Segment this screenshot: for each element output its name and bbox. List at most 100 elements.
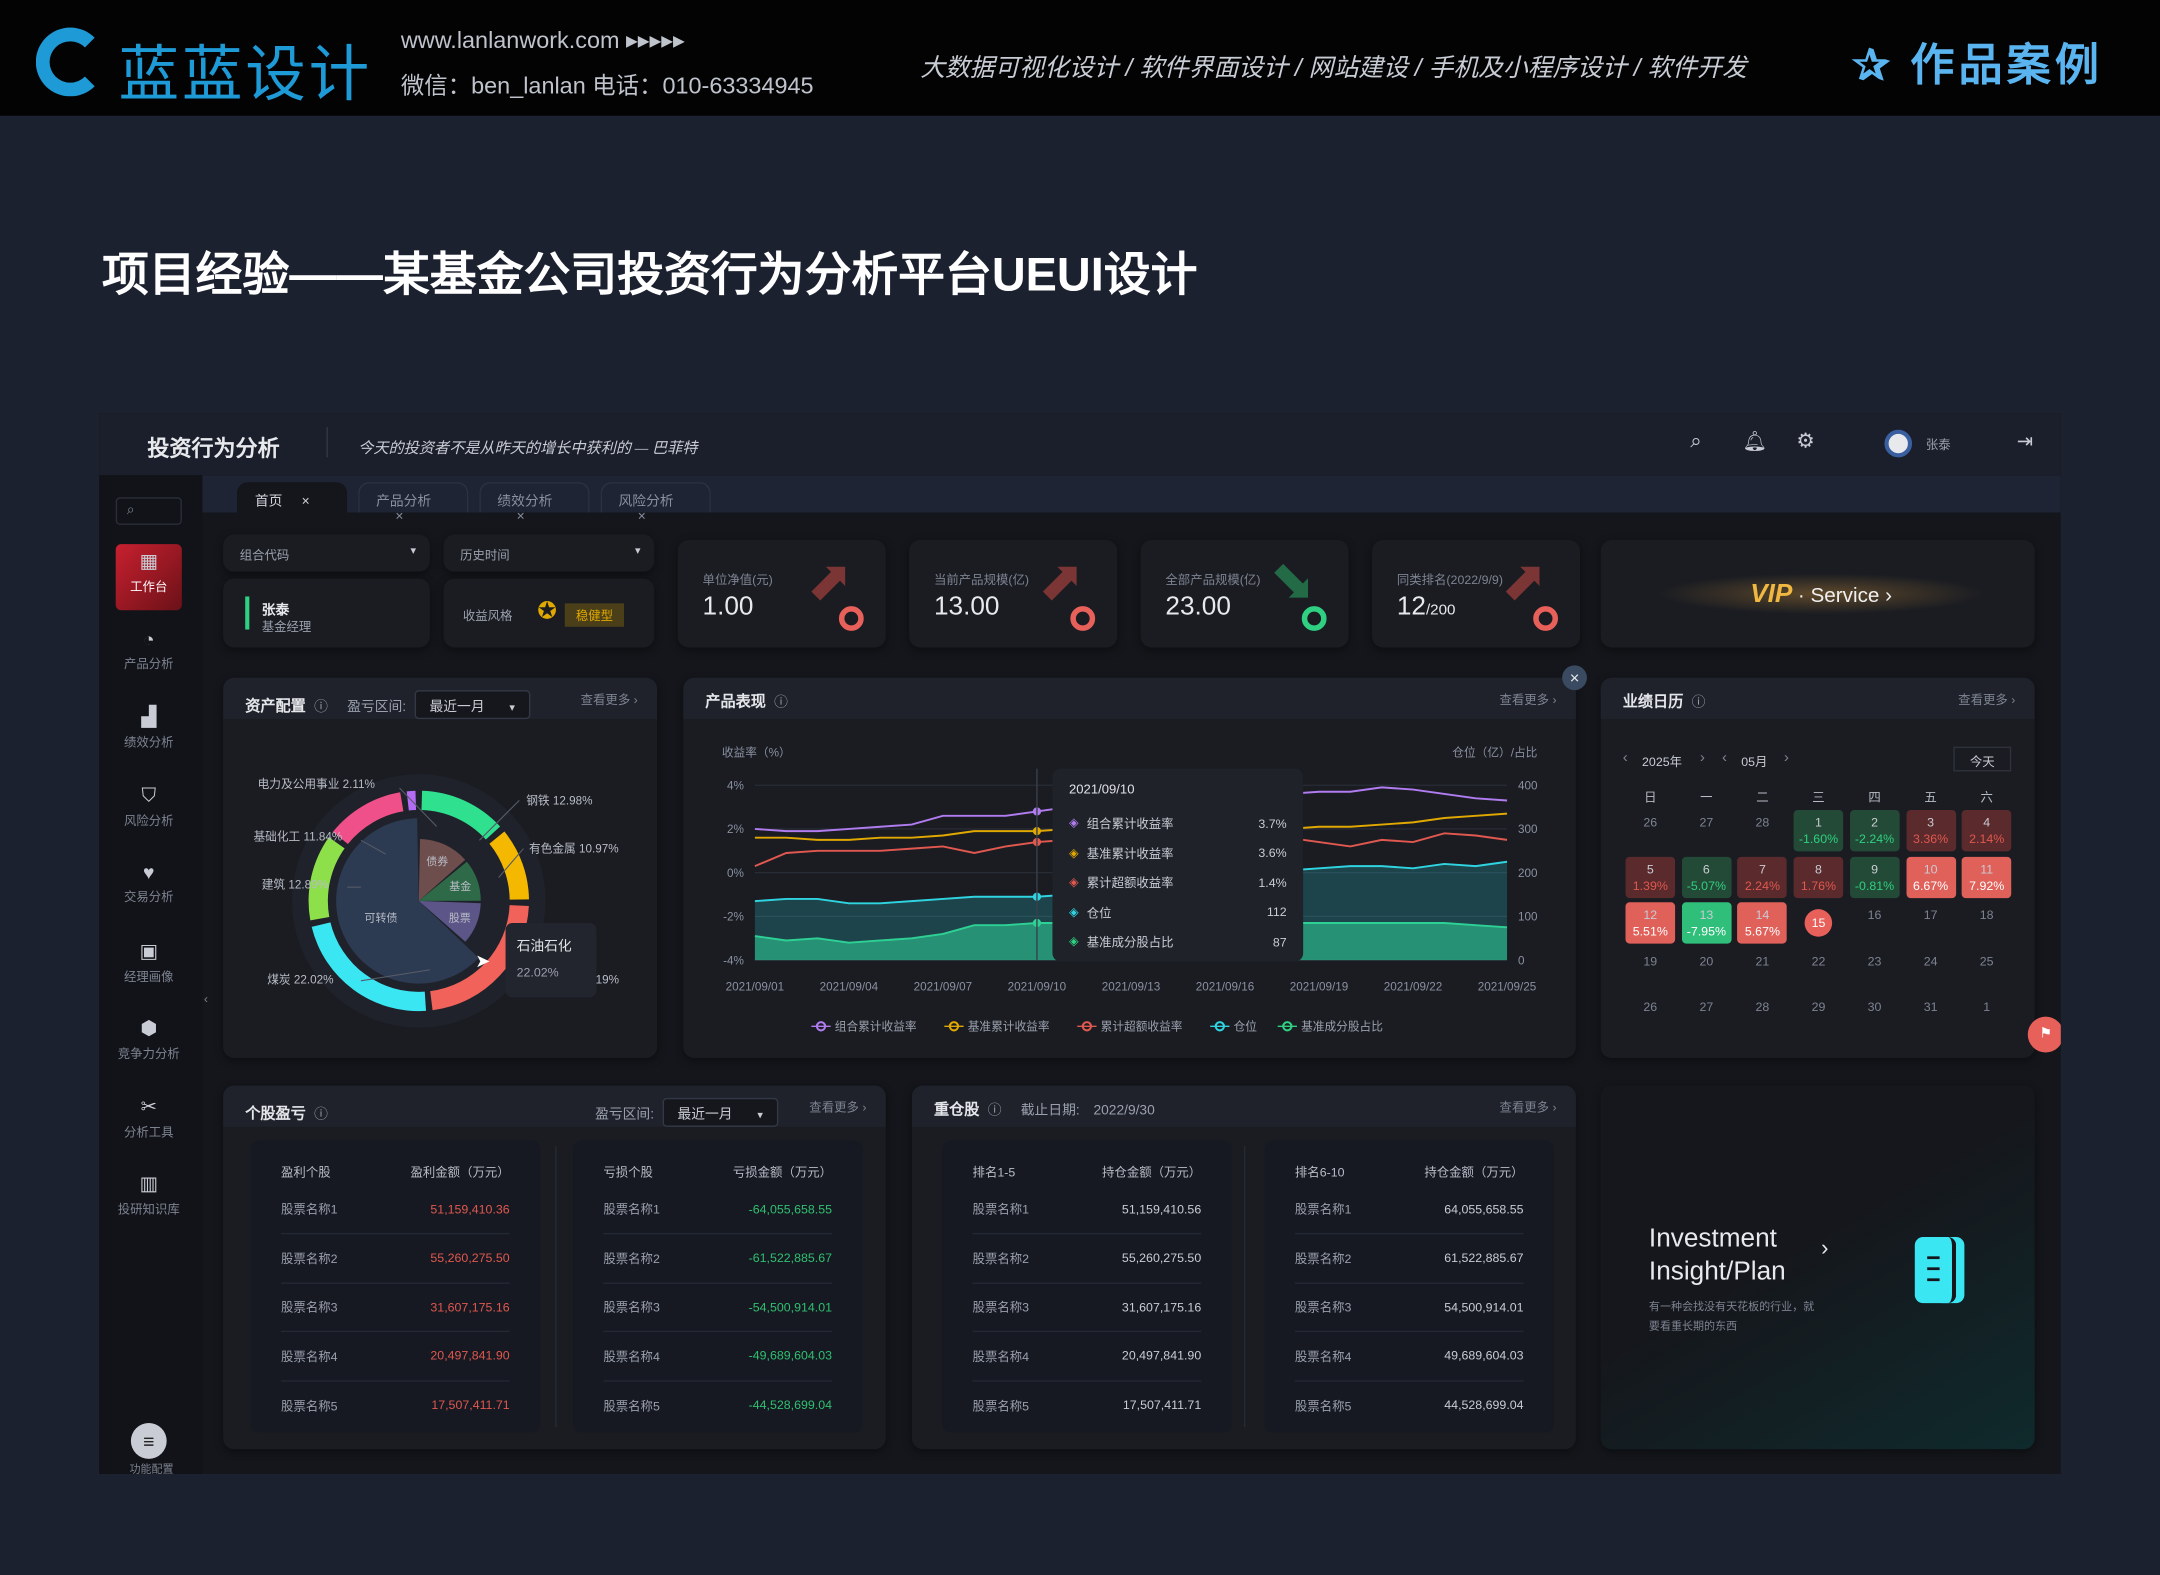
sidebar-item-8[interactable]: ▥ 投研知识库 bbox=[116, 1167, 182, 1233]
table-row[interactable]: 股票名称2 55,260,275.50 bbox=[972, 1234, 1202, 1284]
vip-card[interactable]: VIP · Service › bbox=[1600, 539, 2035, 648]
calendar-day[interactable]: 18 bbox=[1962, 902, 2012, 943]
table-row[interactable]: 股票名称3 -54,500,914.01 bbox=[603, 1282, 833, 1333]
range-select[interactable]: 最近一月 ▾ bbox=[414, 690, 531, 720]
table-row[interactable]: 股票名称1 64,055,658.55 bbox=[1294, 1185, 1524, 1235]
calendar-day[interactable]: 17 bbox=[1906, 902, 1956, 943]
calendar-day[interactable]: 26 bbox=[1626, 995, 1676, 1036]
sidebar-item-7[interactable]: ✂ 分析工具 bbox=[116, 1089, 182, 1155]
calendar-day[interactable]: 14 5.67% bbox=[1737, 902, 1788, 944]
table-row[interactable]: 股票名称2 -61,522,885.67 bbox=[603, 1234, 833, 1284]
tab-2[interactable]: 绩效分析× bbox=[479, 482, 590, 525]
table-row[interactable]: 股票名称2 55,260,275.50 bbox=[281, 1234, 510, 1284]
calendar-day[interactable]: 1 bbox=[1962, 995, 2012, 1036]
help-icon[interactable]: ⓘ bbox=[987, 1103, 1002, 1119]
tab-1[interactable]: 产品分析× bbox=[358, 482, 469, 525]
close-icon[interactable]: × bbox=[395, 509, 404, 525]
feedback-button[interactable]: ⚑ bbox=[2027, 1016, 2061, 1053]
table-row[interactable]: 股票名称1 51,159,410.56 bbox=[972, 1185, 1202, 1235]
table-row[interactable]: 股票名称4 20,497,841.90 bbox=[281, 1331, 510, 1381]
sidebar-item-2[interactable]: ▟ 绩效分析 bbox=[116, 700, 182, 766]
table-row[interactable]: 股票名称3 31,607,175.16 bbox=[281, 1282, 510, 1333]
table-row[interactable]: 股票名称5 17,507,411.71 bbox=[973, 1380, 1202, 1430]
calendar-day[interactable]: 13 -7.95% bbox=[1681, 902, 1732, 944]
calendar-day[interactable]: 24 bbox=[1906, 948, 1956, 989]
sidebar-item-1[interactable]: ◔ 产品分析 bbox=[116, 622, 182, 688]
calendar-day[interactable]: 15 bbox=[1794, 902, 1844, 943]
table-row[interactable]: 股票名称5 44,528,699.04 bbox=[1295, 1380, 1524, 1430]
next-year-button[interactable]: › bbox=[1699, 749, 1705, 766]
view-more-link[interactable]: 查看更多 › bbox=[1499, 1100, 1557, 1115]
table-row[interactable]: 股票名称1 -64,055,658.55 bbox=[603, 1185, 833, 1235]
close-icon[interactable]: × bbox=[637, 509, 646, 525]
help-icon[interactable]: ⓘ bbox=[1691, 695, 1706, 711]
calendar-day[interactable]: 31 bbox=[1906, 995, 1956, 1036]
calendar-day[interactable]: 27 bbox=[1682, 995, 1732, 1036]
portfolio-select[interactable]: 组合代码 ▾ bbox=[223, 534, 430, 572]
config-icon[interactable]: ≡ bbox=[130, 1423, 167, 1459]
calendar-day[interactable]: 30 bbox=[1850, 995, 1900, 1036]
calendar-day[interactable]: 29 bbox=[1794, 995, 1844, 1036]
chevron-right-icon[interactable]: › bbox=[1821, 1237, 1829, 1261]
range-select[interactable]: 最近一月 ▾ bbox=[662, 1097, 779, 1127]
site-url[interactable]: www.lanlanwork.com ▸▸▸▸▸ bbox=[400, 27, 685, 54]
close-icon[interactable]: × bbox=[516, 509, 525, 525]
calendar-day[interactable]: 8 1.76% bbox=[1793, 856, 1844, 898]
table-row[interactable]: 股票名称5 17,507,411.71 bbox=[281, 1380, 510, 1430]
calendar-day[interactable]: 12 5.51% bbox=[1625, 902, 1676, 944]
calendar-day[interactable]: 2 -2.24% bbox=[1849, 809, 1900, 852]
close-icon[interactable]: × bbox=[1562, 665, 1587, 691]
calendar-day[interactable]: 26 bbox=[1626, 810, 1676, 851]
calendar-day[interactable]: 25 bbox=[1962, 948, 2012, 989]
tab-0[interactable]: 首页 × bbox=[236, 482, 348, 513]
search-icon[interactable]: ⌕ bbox=[1690, 429, 1702, 454]
calendar-day[interactable]: 19 bbox=[1626, 948, 1676, 989]
calendar-day[interactable]: 6 -5.07% bbox=[1681, 856, 1732, 898]
settings-icon[interactable]: ⚙ bbox=[1796, 429, 1815, 454]
calendar-day[interactable]: 28 bbox=[1738, 995, 1788, 1036]
table-row[interactable]: 股票名称4 20,497,841.90 bbox=[972, 1331, 1202, 1381]
prev-year-button[interactable]: ‹ bbox=[1622, 749, 1628, 766]
sidebar-config-label[interactable]: 功能配置 bbox=[129, 1462, 174, 1474]
sidebar-item-3[interactable]: ⛉ 风险分析 bbox=[116, 778, 182, 844]
calendar-day[interactable]: 11 7.92% bbox=[1961, 856, 2012, 898]
table-row[interactable]: 股票名称1 51,159,410.36 bbox=[281, 1185, 510, 1235]
calendar-day[interactable]: 28 bbox=[1738, 810, 1788, 851]
sidebar-item-5[interactable]: ▣ 经理画像 bbox=[116, 933, 182, 999]
time-select[interactable]: 历史时间 ▾ bbox=[443, 534, 655, 572]
calendar-day[interactable]: 21 bbox=[1738, 948, 1788, 989]
calendar-day[interactable]: 23 bbox=[1850, 948, 1900, 989]
view-more-link[interactable]: 查看更多 › bbox=[1499, 692, 1557, 707]
bell-icon[interactable]: 🔔︎ bbox=[1742, 429, 1768, 452]
calendar-day[interactable]: 5 1.39% bbox=[1625, 856, 1676, 898]
logout-icon[interactable]: ⇥ bbox=[2016, 429, 2033, 452]
calendar-day[interactable]: 20 bbox=[1682, 948, 1732, 989]
calendar-day[interactable]: 7 2.24% bbox=[1737, 856, 1788, 898]
tab-3[interactable]: 风险分析× bbox=[600, 482, 711, 525]
sidebar-item-0[interactable]: ▦ 工作台 bbox=[115, 544, 182, 611]
user-name[interactable]: 张泰 bbox=[1925, 438, 1951, 452]
close-icon[interactable]: × bbox=[301, 494, 310, 510]
avatar[interactable] bbox=[1884, 429, 1913, 458]
table-row[interactable]: 股票名称5 -44,528,699.04 bbox=[603, 1380, 832, 1430]
help-icon[interactable]: ⓘ bbox=[314, 1107, 328, 1123]
sidebar-search[interactable]: ⌕ bbox=[115, 497, 182, 525]
calendar-day[interactable]: 4 2.14% bbox=[1961, 809, 2012, 852]
vip-banner[interactable]: VIP · Service › bbox=[1655, 573, 1987, 615]
view-more-link[interactable]: 查看更多 › bbox=[809, 1100, 867, 1115]
help-icon[interactable]: ⓘ bbox=[314, 699, 328, 715]
help-icon[interactable]: ⓘ bbox=[774, 695, 788, 711]
table-row[interactable]: 股票名称3 31,607,175.16 bbox=[972, 1282, 1202, 1333]
sidebar-item-6[interactable]: ⬢ 竞争力分析 bbox=[116, 1011, 182, 1077]
collapse-toggle[interactable]: ‹ bbox=[203, 991, 209, 1006]
sidebar-item-4[interactable]: ♥ 交易分析 bbox=[116, 855, 182, 921]
table-row[interactable]: 股票名称4 -49,689,604.03 bbox=[603, 1331, 833, 1381]
calendar-day[interactable]: 9 -0.81% bbox=[1849, 856, 1900, 898]
calendar-day[interactable]: 1 -1.60% bbox=[1793, 809, 1844, 852]
services-nav[interactable]: 大数据可视化设计 / 软件界面设计 / 网站建设 / 手机及小程序设计 / 软件… bbox=[920, 53, 1747, 82]
calendar-day[interactable]: 16 bbox=[1850, 902, 1900, 943]
next-month-button[interactable]: › bbox=[1783, 749, 1789, 766]
view-more-link[interactable]: 查看更多 › bbox=[580, 692, 638, 707]
today-button[interactable]: 今天 bbox=[1953, 746, 2012, 772]
table-row[interactable]: 股票名称4 49,689,604.03 bbox=[1294, 1331, 1524, 1381]
